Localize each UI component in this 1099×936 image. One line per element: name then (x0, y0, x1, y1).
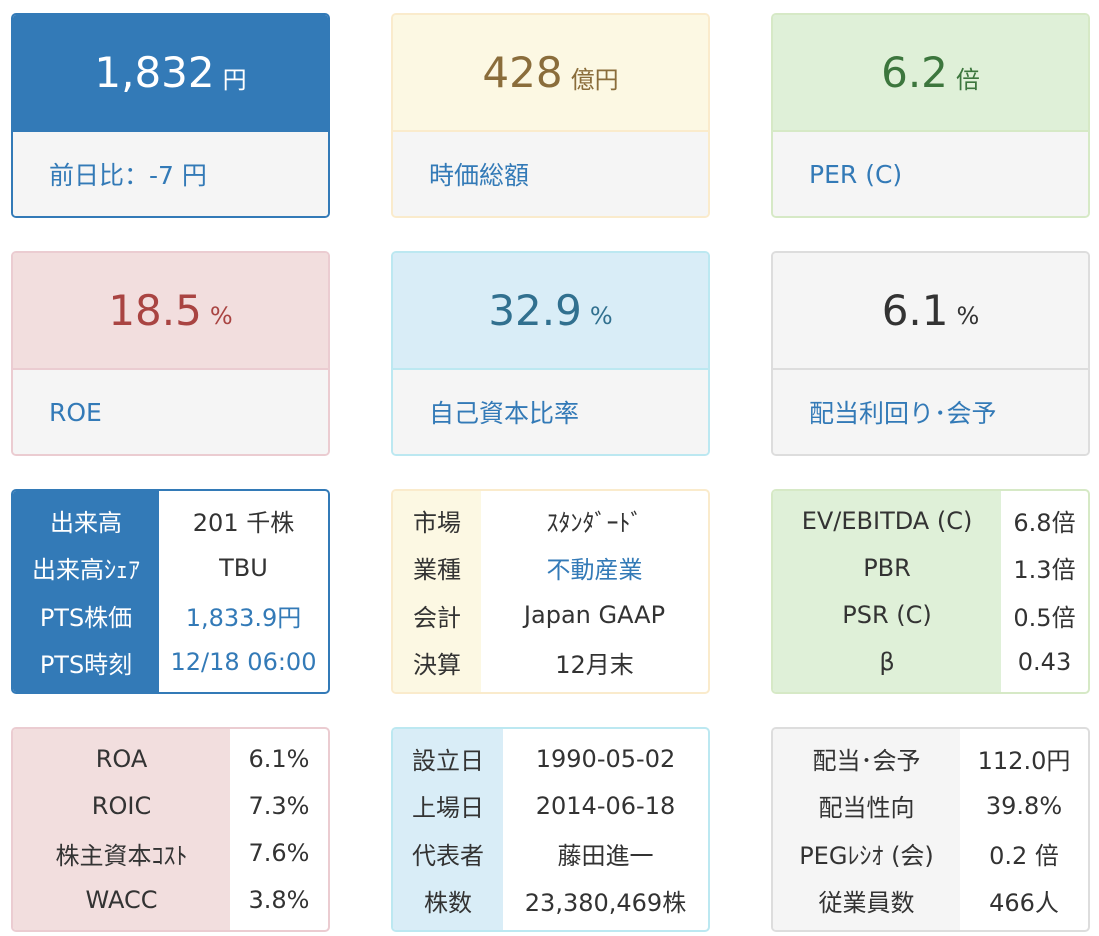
roa-label: ROA (95, 744, 148, 773)
market-cap-unit: 億円 (570, 66, 619, 94)
roic-value: 7.3% (248, 791, 310, 820)
valuation-table-labels: EV/EBITDA (C) PBR PSR (C) β (773, 491, 1001, 692)
dividend-table-values: 112.0円 39.8% 0.2 倍 466人 (960, 729, 1088, 930)
listed-value: 2014-06-18 (535, 791, 676, 820)
dividend-forecast-value: 112.0円 (977, 747, 1071, 776)
industry-label: 業種 (413, 556, 461, 585)
volume-share-label: 出来高ｼｪｱ (32, 556, 140, 585)
roe-value: 18.5 (108, 286, 202, 335)
company-table-values: 1990-05-02 2014-06-18 藤田進一 23,380,469株 (503, 729, 708, 930)
beta-label: β (879, 648, 895, 677)
equity-ratio-value-panel: 32.9 % (393, 253, 708, 370)
valuation-table: EV/EBITDA (C) PBR PSR (C) β 6.8倍 1.3倍 0.… (771, 489, 1090, 694)
psr-value: 0.5倍 (1013, 603, 1076, 632)
market-value: ｽﾀﾝﾀﾞｰﾄﾞ (546, 509, 643, 538)
stock-price-unit: 円 (222, 66, 247, 94)
equity-ratio-unit: % (589, 301, 613, 330)
roic-label: ROIC (91, 791, 152, 820)
wacc-label: WACC (85, 886, 158, 915)
equity-ratio-label[interactable]: 自己資本比率 (393, 370, 708, 454)
market-table-labels: 市場 業種 会計 決算 (393, 491, 481, 692)
pbr-label: PBR (863, 553, 911, 582)
per-label[interactable]: PER (C) (773, 132, 1088, 216)
dividend-table: 配当･会予 配当性向 PEGﾚｼｵ (会) 従業員数 112.0円 39.8% … (771, 727, 1090, 932)
market-label: 市場 (413, 509, 461, 538)
per-unit: 倍 (955, 66, 980, 94)
dividend-forecast-label: 配当･会予 (812, 747, 921, 776)
accounting-value: Japan GAAP (523, 601, 666, 630)
dividend-yield-value-panel: 6.1 % (773, 253, 1088, 370)
market-table-values: ｽﾀﾝﾀﾞｰﾄﾞ 不動産業 Japan GAAP 12月末 (481, 491, 708, 692)
pts-time-link[interactable]: 12/18 06:00 (170, 648, 317, 677)
employees-value: 466人 (989, 888, 1059, 917)
returns-table-values: 6.1% 7.3% 7.6% 3.8% (230, 729, 328, 930)
cost-of-equity-label: 株主資本ｺｽﾄ (55, 841, 188, 870)
volume-table-values: 201 千株 TBU 1,833.9円 12/18 06:00 (159, 491, 328, 692)
market-cap-value-panel: 428 億円 (393, 15, 708, 132)
stock-price-value: 1,832 (94, 48, 215, 97)
dividend-yield-unit: % (956, 301, 980, 330)
pts-price-label: PTS株価 (39, 603, 133, 632)
payout-ratio-label: 配当性向 (818, 794, 915, 823)
per-value: 6.2 (881, 48, 948, 97)
volume-table-labels: 出来高 出来高ｼｪｱ PTS株価 PTS時刻 (13, 491, 159, 692)
roe-value-panel: 18.5 % (13, 253, 328, 370)
listed-label: 上場日 (412, 794, 484, 823)
fiscal-end-label: 決算 (413, 650, 461, 679)
volume-value: 201 千株 (192, 509, 295, 538)
dividend-yield-value: 6.1 (881, 286, 949, 335)
shares-value: 23,380,469株 (524, 888, 687, 917)
market-cap-label[interactable]: 時価総額 (393, 132, 708, 216)
pts-time-label: PTS時刻 (39, 650, 133, 679)
roe-card: 18.5 % ROE (11, 251, 330, 456)
market-cap-value: 428 (482, 48, 563, 97)
volume-table: 出来高 出来高ｼｪｱ PTS株価 PTS時刻 201 千株 TBU 1,833.… (11, 489, 330, 694)
equity-ratio-card: 32.9 % 自己資本比率 (391, 251, 710, 456)
fiscal-end-value: 12月末 (555, 650, 634, 679)
stock-price-card: 1,832 円 前日比：-7 円 (11, 13, 330, 218)
representative-value: 藤田進一 (557, 841, 654, 870)
market-table: 市場 業種 会計 決算 ｽﾀﾝﾀﾞｰﾄﾞ 不動産業 Japan GAAP 12月… (391, 489, 710, 694)
dividend-yield-label[interactable]: 配当利回り･会予 (773, 370, 1088, 454)
representative-label: 代表者 (412, 841, 484, 870)
market-cap-card: 428 億円 時価総額 (391, 13, 710, 218)
price-change-label[interactable]: 前日比：-7 円 (13, 132, 328, 216)
ev-ebitda-label: EV/EBITDA (C) (801, 506, 973, 535)
beta-value: 0.43 (1017, 648, 1072, 677)
returns-table-labels: ROA ROIC 株主資本ｺｽﾄ WACC (13, 729, 230, 930)
wacc-value: 3.8% (248, 886, 310, 915)
payout-ratio-value: 39.8% (985, 791, 1063, 820)
roa-value: 6.1% (248, 744, 310, 773)
dividend-yield-card: 6.1 % 配当利回り･会予 (771, 251, 1090, 456)
founded-value: 1990-05-02 (535, 744, 676, 773)
founded-label: 設立日 (412, 747, 484, 776)
psr-label: PSR (C) (842, 601, 932, 630)
roe-label[interactable]: ROE (13, 370, 328, 454)
dividend-table-labels: 配当･会予 配当性向 PEGﾚｼｵ (会) 従業員数 (773, 729, 960, 930)
shares-label: 株数 (424, 888, 472, 917)
pts-price-link[interactable]: 1,833.9円 (185, 603, 302, 632)
per-value-panel: 6.2 倍 (773, 15, 1088, 132)
equity-ratio-value: 32.9 (488, 286, 582, 335)
company-table: 設立日 上場日 代表者 株数 1990-05-02 2014-06-18 藤田進… (391, 727, 710, 932)
peg-ratio-label: PEGﾚｼｵ (会) (799, 841, 934, 870)
pbr-value: 1.3倍 (1013, 556, 1076, 585)
valuation-table-values: 6.8倍 1.3倍 0.5倍 0.43 (1001, 491, 1088, 692)
industry-link[interactable]: 不動産業 (546, 556, 643, 585)
accounting-label: 会計 (413, 603, 461, 632)
ev-ebitda-value: 6.8倍 (1013, 509, 1076, 538)
cost-of-equity-value: 7.6% (248, 839, 310, 868)
peg-ratio-value: 0.2 倍 (989, 841, 1059, 870)
returns-table: ROA ROIC 株主資本ｺｽﾄ WACC 6.1% 7.3% 7.6% 3.8… (11, 727, 330, 932)
company-table-labels: 設立日 上場日 代表者 株数 (393, 729, 503, 930)
per-card: 6.2 倍 PER (C) (771, 13, 1090, 218)
roe-unit: % (209, 301, 233, 330)
volume-share-value: TBU (219, 553, 268, 582)
employees-label: 従業員数 (818, 888, 915, 917)
stock-price-value-panel: 1,832 円 (13, 15, 328, 132)
volume-label: 出来高 (50, 509, 122, 538)
